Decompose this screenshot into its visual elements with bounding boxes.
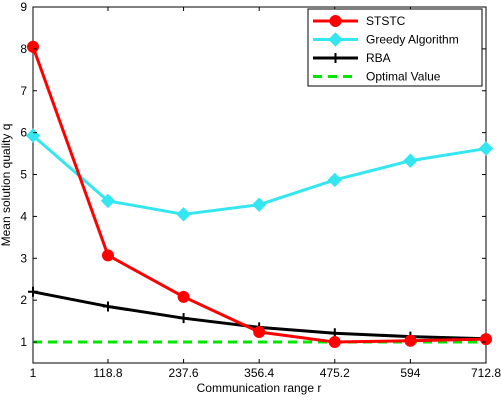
legend-label: STSTC xyxy=(366,14,406,28)
x-tick-label: 1 xyxy=(30,366,37,380)
data-point xyxy=(253,326,266,339)
x-axis-label: Communication range r xyxy=(197,381,322,395)
x-tick-label: 594 xyxy=(400,366,420,380)
y-tick-label: 1 xyxy=(20,335,27,349)
data-point xyxy=(480,333,492,346)
data-point xyxy=(403,153,418,168)
data-point xyxy=(27,40,39,53)
data-point xyxy=(178,313,189,324)
x-tick-label: 118.8 xyxy=(93,366,122,380)
legend-entry: STSTC xyxy=(313,14,406,28)
legend-entry: Greedy Algorithm xyxy=(313,32,459,47)
data-point xyxy=(251,197,267,212)
legend-entry: Optimal Value xyxy=(313,70,441,84)
data-point xyxy=(328,336,341,349)
y-axis-ticks: 1 2 3 4 5 6 7 8 9 xyxy=(20,0,486,349)
y-tick-label: 2 xyxy=(20,293,27,307)
x-axis-ticks: 1 118.8 237.6 356.4 475.2 594 712.8 xyxy=(30,7,501,380)
x-tick-label: 356.4 xyxy=(244,366,274,380)
data-point xyxy=(176,207,191,222)
legend-marker xyxy=(329,15,342,27)
y-tick-label: 3 xyxy=(20,251,27,265)
data-point xyxy=(102,301,113,312)
x-tick-label: 475.2 xyxy=(320,366,350,380)
legend-label: Greedy Algorithm xyxy=(366,33,459,47)
x-tick-label: 237.6 xyxy=(169,366,199,380)
data-point xyxy=(404,334,417,347)
y-tick-label: 8 xyxy=(20,42,27,56)
data-point xyxy=(327,172,342,188)
data-point xyxy=(177,290,190,303)
data-point xyxy=(100,193,116,209)
legend-marker xyxy=(328,32,343,47)
legend-label: Optimal Value xyxy=(366,70,441,84)
data-point xyxy=(28,286,38,297)
y-axis-label: Mean solution quality q xyxy=(0,124,13,247)
x-tick-label: 712.8 xyxy=(471,366,501,380)
y-tick-label: 7 xyxy=(20,84,27,98)
legend-entry: RBA xyxy=(313,51,391,65)
legend: STSTC Greedy Algorithm RBA Optimal Value xyxy=(307,8,483,87)
legend-marker xyxy=(330,53,341,63)
y-tick-label: 6 xyxy=(20,126,27,140)
data-point xyxy=(478,141,494,156)
series-greedy-algorithm xyxy=(25,128,494,222)
series-layer xyxy=(25,40,494,349)
y-tick-label: 4 xyxy=(20,209,27,223)
y-tick-label: 5 xyxy=(20,168,27,182)
series-ststc xyxy=(27,40,492,349)
data-point xyxy=(101,249,114,262)
legend-label: RBA xyxy=(366,51,391,65)
y-tick-label: 9 xyxy=(20,0,27,14)
